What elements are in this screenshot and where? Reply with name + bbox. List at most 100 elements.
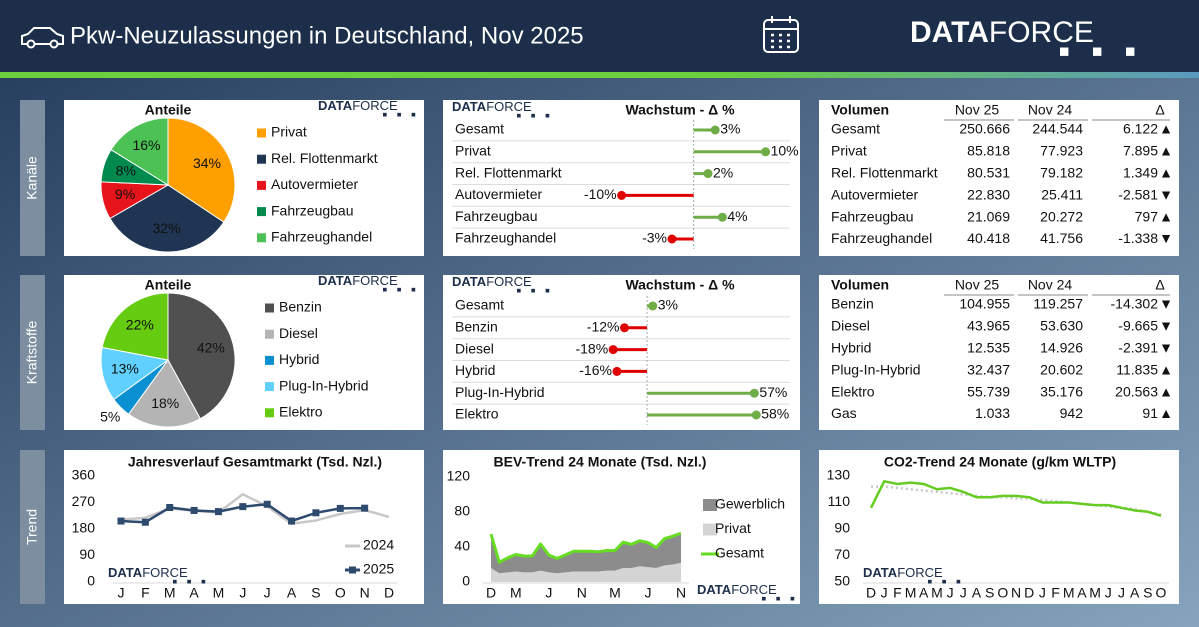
x-tick-label: D	[486, 585, 496, 601]
cell: 14.926	[1040, 340, 1083, 356]
area-series	[491, 533, 681, 574]
logo-bold: DATA	[318, 273, 353, 288]
slice-label: 13%	[111, 360, 139, 376]
x-tick-label: D	[866, 585, 876, 601]
column-header: Δ	[1155, 277, 1164, 293]
column-header: Nov 24	[1028, 102, 1073, 118]
cell: 79.182	[1040, 165, 1083, 181]
row-label: Plug-In-Hybrid	[455, 384, 544, 400]
row-label: Fahrzeughandel	[455, 230, 556, 246]
column-header: Volumen	[831, 102, 889, 118]
lollipop-dot	[619, 323, 629, 333]
slice-label: 5%	[100, 409, 120, 425]
row-label: Diesel	[455, 340, 494, 356]
legend-label: Autovermieter	[271, 176, 358, 192]
x-tick-label: N	[676, 585, 686, 601]
logo-light: FORCE	[352, 273, 398, 288]
row-label: Privat	[455, 143, 491, 159]
lollipop-dot	[751, 410, 761, 420]
logo-square	[790, 596, 795, 601]
x-tick-label: J	[239, 585, 246, 601]
value-label: -16%	[579, 362, 612, 378]
row-label: Autovermieter	[455, 186, 542, 202]
logo-square	[531, 288, 535, 293]
arrow-down: ▼	[1159, 186, 1173, 202]
legend-marker	[349, 566, 356, 574]
y-tick-label: 0	[462, 573, 470, 589]
logo: DATAFORCE	[452, 99, 532, 114]
row-label: Gesamt	[455, 297, 504, 313]
cell: 40.418	[967, 230, 1010, 246]
arrow-down: ▼	[1159, 340, 1173, 356]
x-tick-label: M	[905, 585, 917, 601]
line-marker	[166, 504, 174, 512]
x-tick-label: S	[985, 585, 994, 601]
line-marker	[239, 503, 247, 511]
row-label: Benzin	[455, 319, 498, 335]
x-tick-label: J	[881, 585, 888, 601]
cell: 20.272	[1040, 208, 1083, 224]
legend-label: Benzin	[279, 299, 322, 315]
pie-slice	[110, 117, 169, 186]
legend-label: Gewerblich	[715, 496, 785, 512]
slice-label: 22%	[126, 317, 154, 333]
column-header: Nov 25	[955, 102, 1000, 118]
logo-light: FORCE	[731, 582, 777, 597]
arrow-up: ▲	[1159, 143, 1173, 159]
car-icon	[21, 27, 64, 49]
row-label: Fahrzeughandel	[831, 230, 932, 246]
slice-label: 32%	[153, 220, 181, 236]
column-header: Δ	[1155, 102, 1164, 118]
logo-bold: DATA	[910, 16, 989, 49]
line-marker	[214, 508, 222, 516]
panel	[819, 275, 1179, 430]
legend-label: 2025	[363, 561, 394, 577]
arrow-up: ▲	[1159, 361, 1173, 377]
row-label: Privat	[831, 143, 867, 159]
logo: DATAFORCE	[910, 16, 1094, 49]
logo-square	[942, 579, 946, 584]
logo-bold: DATA	[863, 565, 898, 580]
legend-label: Rel. Flottenmarkt	[271, 150, 378, 166]
y-tick-label: 270	[72, 493, 96, 509]
legend-swatch	[265, 382, 274, 392]
cell: 1.033	[975, 405, 1010, 421]
arrow-down: ▼	[1159, 230, 1173, 246]
line-marker	[141, 518, 149, 526]
row-label: Rel. Flottenmarkt	[455, 164, 562, 180]
panel	[819, 100, 1179, 256]
row-label: Hybrid	[831, 340, 871, 356]
header-stripe	[0, 72, 1199, 78]
cell: 43.965	[967, 318, 1010, 334]
section-tab	[20, 275, 45, 430]
section-label: Kanäle	[24, 156, 40, 200]
column-header: Nov 24	[1028, 277, 1073, 293]
x-tick-label: J	[644, 585, 651, 601]
row-label: Gesamt	[831, 121, 880, 137]
logo-light: FORCE	[989, 16, 1094, 49]
logo-square	[545, 288, 550, 293]
cell: -1.338	[1118, 230, 1158, 246]
pie-slice	[167, 292, 236, 420]
slice-label: 9%	[115, 186, 135, 202]
x-tick-label: O	[997, 585, 1008, 601]
row-label: Hybrid	[455, 362, 495, 378]
legend-label: Diesel	[279, 325, 318, 341]
chart-title: BEV-Trend 24 Monate (Tsd. Nzl.)	[494, 454, 707, 470]
chart-title: Wachstum - Δ %	[625, 102, 735, 118]
header-bar	[0, 0, 1199, 72]
cell: 32.437	[967, 361, 1010, 377]
logo: DATAFORCE	[863, 565, 943, 580]
y-tick-label: 90	[834, 520, 850, 536]
cell: -14.302	[1111, 296, 1159, 312]
x-tick-label: A	[972, 585, 982, 601]
x-tick-label: O	[1156, 585, 1167, 601]
logo-square	[517, 113, 521, 118]
lollipop-dot	[749, 388, 759, 398]
logo-square	[201, 579, 206, 584]
panel	[819, 450, 1179, 604]
line-series	[871, 485, 1162, 516]
lollipop-dot	[717, 212, 727, 222]
